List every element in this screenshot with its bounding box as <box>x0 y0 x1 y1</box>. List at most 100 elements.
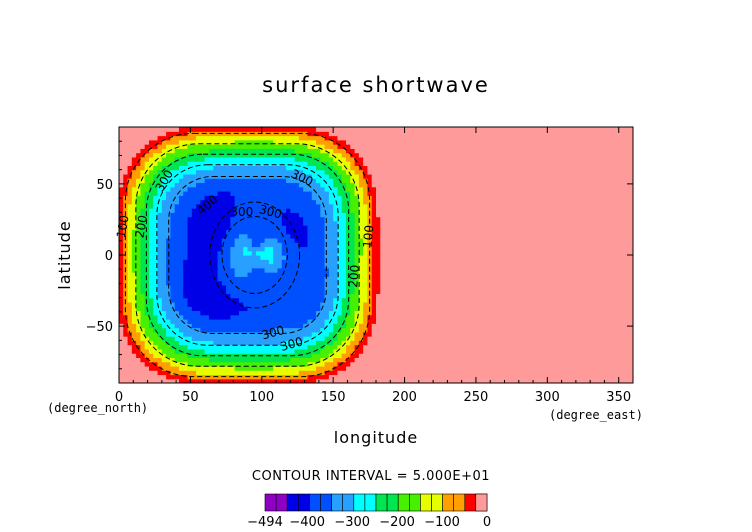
heatmap-cell <box>307 216 313 222</box>
heatmap-cell <box>157 357 163 363</box>
heatmap-cell <box>388 289 394 294</box>
heatmap-cell <box>341 323 347 329</box>
heatmap-cell <box>448 178 454 184</box>
heatmap-cell <box>410 148 416 154</box>
heatmap-cell <box>341 191 347 196</box>
heatmap-cell <box>148 173 154 179</box>
heatmap-cell <box>187 208 193 213</box>
heatmap-cell <box>401 242 407 248</box>
heatmap-cell <box>191 127 197 132</box>
heatmap-cell <box>427 336 433 341</box>
heatmap-cell <box>367 199 373 205</box>
heatmap-cell <box>337 203 343 209</box>
heatmap-cell <box>414 370 420 376</box>
heatmap-cell <box>328 161 334 166</box>
heatmap-cell <box>337 212 343 218</box>
heatmap-cell <box>273 272 279 277</box>
heatmap-cell <box>448 131 454 137</box>
heatmap-cell <box>431 276 437 282</box>
heatmap-cell <box>148 267 154 273</box>
heatmap-cell <box>131 139 137 145</box>
heatmap-cell <box>431 293 437 299</box>
heatmap-cell <box>350 212 356 218</box>
heatmap-cell <box>251 195 257 201</box>
heatmap-cell <box>208 182 214 188</box>
heatmap-cell <box>268 348 274 354</box>
heatmap-cell <box>341 314 347 320</box>
heatmap-cell <box>174 173 180 179</box>
heatmap-cell <box>131 144 137 149</box>
heatmap-cell <box>427 280 433 286</box>
heatmap-cell <box>208 135 214 141</box>
heatmap-cell <box>307 246 313 252</box>
heatmap-cell <box>221 225 227 230</box>
heatmap-cell <box>341 263 347 269</box>
heatmap-cell <box>238 378 244 383</box>
heatmap-cell <box>260 195 266 201</box>
heatmap-cell <box>414 225 420 230</box>
heatmap-cell <box>153 220 159 226</box>
heatmap-cell <box>371 178 377 184</box>
heatmap-cell <box>316 276 321 282</box>
heatmap-cell <box>324 374 330 380</box>
heatmap-cell <box>264 169 270 175</box>
heatmap-cell <box>230 237 236 243</box>
heatmap-cell <box>423 263 428 269</box>
heatmap-cell <box>410 370 416 376</box>
heatmap-cell <box>440 195 446 201</box>
heatmap-cell <box>371 331 377 337</box>
heatmap-cell <box>405 348 411 354</box>
heatmap-cell <box>393 276 399 282</box>
heatmap-cell <box>380 353 386 358</box>
heatmap-cell <box>465 289 471 294</box>
heatmap-cell <box>423 203 428 209</box>
heatmap-cell <box>303 148 309 154</box>
heatmap-cell <box>277 165 283 171</box>
heatmap-cell <box>238 319 244 324</box>
heatmap-cell <box>290 310 296 316</box>
heatmap-cell <box>465 208 471 213</box>
heatmap-cell <box>256 289 261 294</box>
heatmap-cell <box>410 306 416 312</box>
heatmap-cell <box>277 229 283 235</box>
heatmap-cell <box>341 301 347 307</box>
heatmap-cell <box>290 255 296 260</box>
heatmap-cell <box>444 370 450 376</box>
heatmap-cell <box>294 169 300 175</box>
heatmap-cell <box>174 327 180 333</box>
heatmap-cell <box>286 216 291 222</box>
heatmap-cell <box>251 169 257 175</box>
heatmap-cell <box>320 182 326 188</box>
heatmap-cell <box>161 182 167 188</box>
heatmap-cell <box>123 161 129 166</box>
heatmap-cell <box>457 131 463 137</box>
heatmap-cell <box>243 229 249 235</box>
heatmap-cell <box>448 284 454 290</box>
heatmap-cell <box>153 263 159 269</box>
heatmap-cell <box>405 259 411 265</box>
heatmap-cell <box>380 310 386 316</box>
heatmap-cell <box>273 212 279 218</box>
heatmap-cell <box>183 169 189 175</box>
heatmap-cell <box>153 310 159 316</box>
heatmap-cell <box>251 344 257 350</box>
heatmap-cell <box>234 165 240 171</box>
heatmap-cell <box>234 336 240 341</box>
heatmap-cell <box>256 314 261 320</box>
heatmap-cell <box>238 267 244 273</box>
heatmap-cell <box>470 348 476 354</box>
heatmap-cell <box>264 144 270 149</box>
heatmap-cell <box>316 327 321 333</box>
heatmap-cell <box>307 327 313 333</box>
heatmap-cell <box>448 127 454 132</box>
heatmap-cell <box>131 297 137 303</box>
heatmap-cell <box>226 272 231 277</box>
heatmap-cell <box>376 246 381 252</box>
heatmap-cell <box>131 237 137 243</box>
heatmap-cell <box>273 289 279 294</box>
heatmap-cell <box>324 178 330 184</box>
heatmap-cell <box>384 314 390 320</box>
heatmap-cell <box>144 374 150 380</box>
heatmap-cell <box>388 250 394 256</box>
heatmap-cell <box>363 225 369 230</box>
